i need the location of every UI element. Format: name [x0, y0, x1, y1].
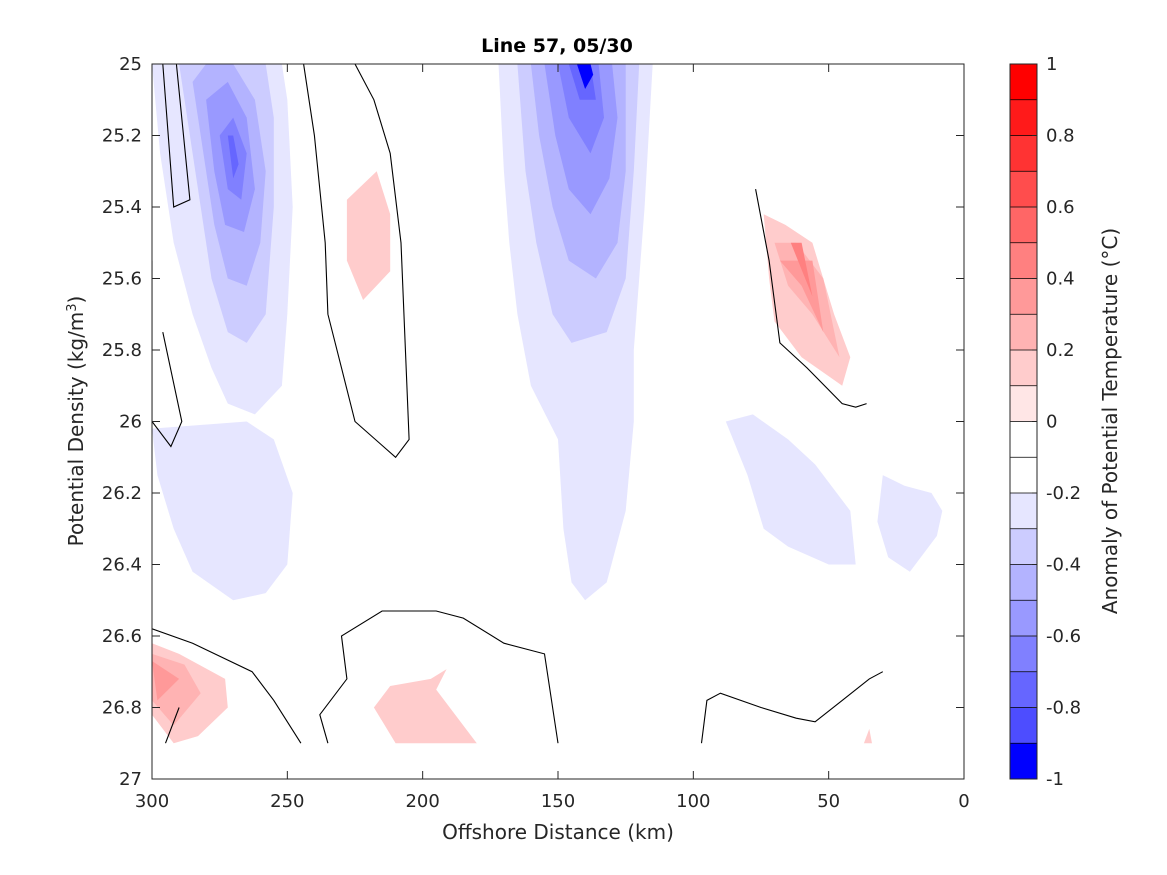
y-tick-label: 26.6: [102, 626, 142, 647]
colorbar-level-10: [1010, 421, 1037, 458]
y-tick-label: 25: [119, 54, 142, 75]
colorbar-ticks: 1 0.8 0.6 0.4 0.2 0 -0.2 -0.4 -0.6 -0.8 -1: [1032, 54, 1081, 790]
colorbar-level-19: [1010, 743, 1037, 780]
x-axis-label: Offshore Distance (km): [442, 820, 674, 844]
colorbar-tick-label: 1: [1046, 54, 1057, 75]
colorbar-level-12: [1010, 493, 1037, 530]
colorbar-level-0: [1010, 64, 1037, 101]
zero-contour-line-39: [755, 188, 867, 408]
colorbar: 1 0.8 0.6 0.4 0.2 0 -0.2 -0.4 -0.6 -0.8 -1 Anomaly…: [1009, 54, 1122, 790]
colorbar-tick-label: -0.8: [1046, 698, 1081, 719]
colorbar-tick-label: -1: [1046, 769, 1064, 790]
contour-fill-region-22: [346, 171, 391, 300]
colorbar-tick-label: 0.8: [1046, 126, 1075, 147]
x-tick-label: 50: [817, 791, 840, 812]
y-tick-label: 25.4: [102, 197, 142, 218]
y-axis-label-suffix: ): [64, 296, 88, 304]
colorbar-level-16: [1010, 636, 1037, 673]
chart-title: Line 57, 05/30: [481, 35, 633, 57]
colorbar-level-18: [1010, 707, 1037, 744]
y-tick-label: 26.2: [102, 483, 142, 504]
colorbar-tick-label: -0.6: [1046, 626, 1081, 647]
colorbar-tick-label: 0.2: [1046, 340, 1075, 361]
colorbar-level-3: [1010, 171, 1037, 208]
y-axis-label: Potential Density (kg/m3): [64, 296, 88, 547]
contour-fill-region-31: [152, 661, 180, 701]
y-tick-label: 27: [119, 769, 142, 790]
colorbar-level-13: [1010, 528, 1037, 565]
colorbar-level-7: [1010, 314, 1037, 351]
zero-contour-line-36: [152, 628, 302, 744]
y-tick-label: 25.8: [102, 340, 142, 361]
colorbar-level-17: [1010, 671, 1037, 708]
colorbar-levels: [1010, 64, 1037, 780]
colorbar-level-15: [1010, 600, 1037, 637]
zero-contour-line-33: [162, 64, 191, 208]
zero-contour-lines: [152, 64, 884, 744]
contour-fill-region-3: [706, 739, 734, 744]
contour-fill-region-18: [227, 135, 239, 179]
plot-area: [152, 64, 964, 779]
colorbar-level-11: [1010, 457, 1037, 494]
colorbar-level-9: [1010, 385, 1037, 422]
colorbar-tick-label: -0.4: [1046, 555, 1081, 576]
zero-contour-line-40: [700, 671, 884, 744]
colorbar-label: Anomaly of Potential Temperature (°C): [1098, 228, 1122, 614]
zero-contour-line-37: [164, 707, 180, 744]
colorbar-tick-label: -0.2: [1046, 483, 1081, 504]
colorbar-tick-label: 0.4: [1046, 269, 1075, 290]
zero-contour-line-38: [319, 610, 559, 744]
colorbar-level-6: [1010, 278, 1037, 315]
contour-fill-region-9: [877, 475, 943, 572]
y-tick-label: 26.8: [102, 698, 142, 719]
contour-fills: [152, 64, 964, 762]
contour-fill-region-30: [779, 260, 824, 333]
x-tick-label: 150: [541, 791, 575, 812]
contour-fill-region-6: [152, 421, 293, 601]
contour-fill-region-26: [863, 728, 872, 744]
x-tick-label: 0: [958, 791, 969, 812]
y-tick-label: 25.6: [102, 269, 142, 290]
colorbar-level-5: [1010, 242, 1037, 279]
colorbar-level-2: [1010, 135, 1037, 172]
x-axis-ticks: 300 250 200 150 100 50 0: [135, 64, 970, 812]
colorbar-tick-label: 0.6: [1046, 197, 1075, 218]
x-tick-label: 200: [405, 791, 439, 812]
x-tick-label: 100: [676, 791, 710, 812]
x-tick-label: 250: [270, 791, 304, 812]
zero-contour-line-34: [152, 260, 183, 448]
colorbar-tick-label: 0: [1046, 412, 1057, 433]
contour-fill-region-20: [576, 64, 594, 89]
y-axis-ticks: 25 25.2 25.4 25.6 25.8 26 26.2 26.4 26.6 26.8 27: [102, 54, 964, 790]
contour-fill-region-2: [273, 714, 334, 744]
y-axis-label-text: Potential Density (kg/m: [64, 312, 88, 547]
colorbar-level-8: [1010, 350, 1037, 387]
y-tick-label: 25.2: [102, 126, 142, 147]
colorbar-level-1: [1010, 99, 1037, 136]
colorbar-level-4: [1010, 207, 1037, 244]
contour-fill-region-32: [790, 242, 813, 297]
contour-fill-region-8: [725, 414, 856, 565]
colorbar-level-14: [1010, 564, 1037, 601]
zero-contour-line-35: [303, 64, 410, 459]
y-axis-label-superscript: 3: [65, 303, 80, 311]
y-tick-label: 26.4: [102, 555, 142, 576]
x-tick-label: 300: [135, 791, 169, 812]
y-tick-label: 26: [119, 412, 142, 433]
